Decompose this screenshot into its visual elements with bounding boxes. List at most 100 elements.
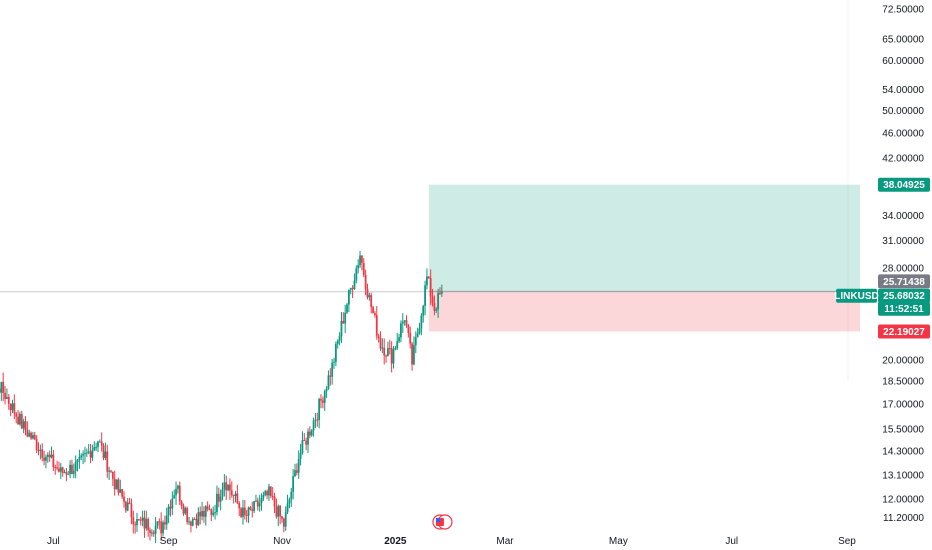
- candle-body: [52, 454, 55, 468]
- candle-body: [110, 470, 112, 472]
- candle: [188, 516, 190, 526]
- event-flag-icon[interactable]: [432, 514, 453, 530]
- candle: [277, 504, 280, 527]
- candle-body: [240, 508, 242, 517]
- stop-price-tag-bg: [878, 324, 930, 339]
- candle: [418, 322, 421, 335]
- candle: [119, 479, 122, 493]
- candle: [312, 417, 315, 437]
- y-tick-label: 20.00000: [882, 355, 924, 366]
- candle: [111, 471, 114, 487]
- candle-body: [145, 519, 148, 529]
- candle: [420, 313, 423, 336]
- candle: [401, 313, 404, 333]
- candle: [362, 258, 365, 278]
- candle: [321, 396, 324, 409]
- candle: [323, 389, 326, 411]
- candle: [303, 432, 306, 442]
- candle-body: [320, 399, 322, 401]
- candle: [72, 463, 75, 479]
- candle-body: [288, 499, 291, 504]
- candle-body: [178, 485, 181, 502]
- candle-body: [216, 493, 218, 513]
- candle-body: [364, 274, 367, 289]
- candle-body: [321, 400, 324, 403]
- candle: [41, 443, 44, 462]
- candle: [374, 311, 376, 318]
- candle-body: [4, 393, 6, 399]
- candle: [58, 461, 60, 473]
- candle-body: [85, 452, 88, 454]
- loss-zone[interactable]: [428, 291, 860, 332]
- candle: [98, 439, 101, 443]
- candle: [435, 307, 438, 313]
- candle-body: [366, 288, 369, 298]
- y-tick-label: 18.50000: [882, 376, 924, 387]
- candle: [429, 269, 432, 306]
- candle-body: [273, 496, 276, 507]
- profit-zone[interactable]: [428, 184, 860, 292]
- candle: [33, 431, 36, 441]
- candle-body: [13, 403, 16, 414]
- candle-body: [236, 493, 239, 504]
- candle: [409, 326, 412, 349]
- candle: [46, 452, 49, 463]
- candle-body: [374, 313, 376, 315]
- candle: [424, 280, 426, 316]
- candle: [43, 450, 45, 466]
- y-tick-label: 72.50000: [882, 5, 924, 16]
- candle-body: [61, 467, 64, 473]
- last-price-tag-bg: [878, 288, 930, 303]
- candle-body: [173, 495, 176, 499]
- candle-body: [336, 340, 339, 344]
- candle: [56, 460, 58, 471]
- candle: [102, 443, 105, 461]
- candle-body: [188, 521, 190, 523]
- candle-body: [56, 467, 58, 469]
- candle-body: [353, 280, 356, 289]
- candle-body: [437, 292, 440, 310]
- candle: [201, 502, 203, 521]
- candle-body: [28, 432, 31, 437]
- y-tick-label: 12.00000: [882, 494, 924, 505]
- candle: [45, 454, 47, 469]
- candle-body: [268, 486, 270, 496]
- candle: [76, 458, 79, 472]
- candle-body: [136, 519, 138, 526]
- candle: [385, 354, 387, 363]
- candle: [372, 305, 374, 314]
- candle-body: [331, 362, 334, 377]
- candle: [97, 440, 99, 453]
- candle-body: [230, 490, 233, 496]
- candle: [30, 431, 32, 440]
- candle: [195, 513, 198, 529]
- candle-body: [260, 498, 263, 504]
- candle: [405, 315, 408, 328]
- x-tick-label: 2025: [384, 536, 407, 547]
- candle: [307, 428, 309, 453]
- y-tick-label: 15.50000: [882, 425, 924, 436]
- candle-body: [191, 518, 194, 526]
- candle: [331, 358, 334, 385]
- candle: [266, 489, 269, 500]
- candle-body: [362, 262, 365, 275]
- candle-body: [123, 496, 125, 502]
- candle: [182, 503, 185, 516]
- candle-body: [165, 515, 168, 525]
- candle: [351, 285, 354, 299]
- candle-body: [344, 312, 347, 324]
- candle-body: [80, 455, 83, 458]
- candle: [301, 431, 304, 455]
- candle: [19, 411, 21, 426]
- candle-body: [429, 278, 432, 297]
- target-price-tag: 38.04925: [883, 180, 925, 191]
- candle-body: [370, 295, 373, 308]
- candle: [167, 503, 170, 524]
- candle-body: [41, 449, 44, 458]
- candle: [48, 450, 51, 462]
- candle: [253, 501, 256, 514]
- candle: [6, 388, 8, 400]
- candle: [147, 517, 150, 537]
